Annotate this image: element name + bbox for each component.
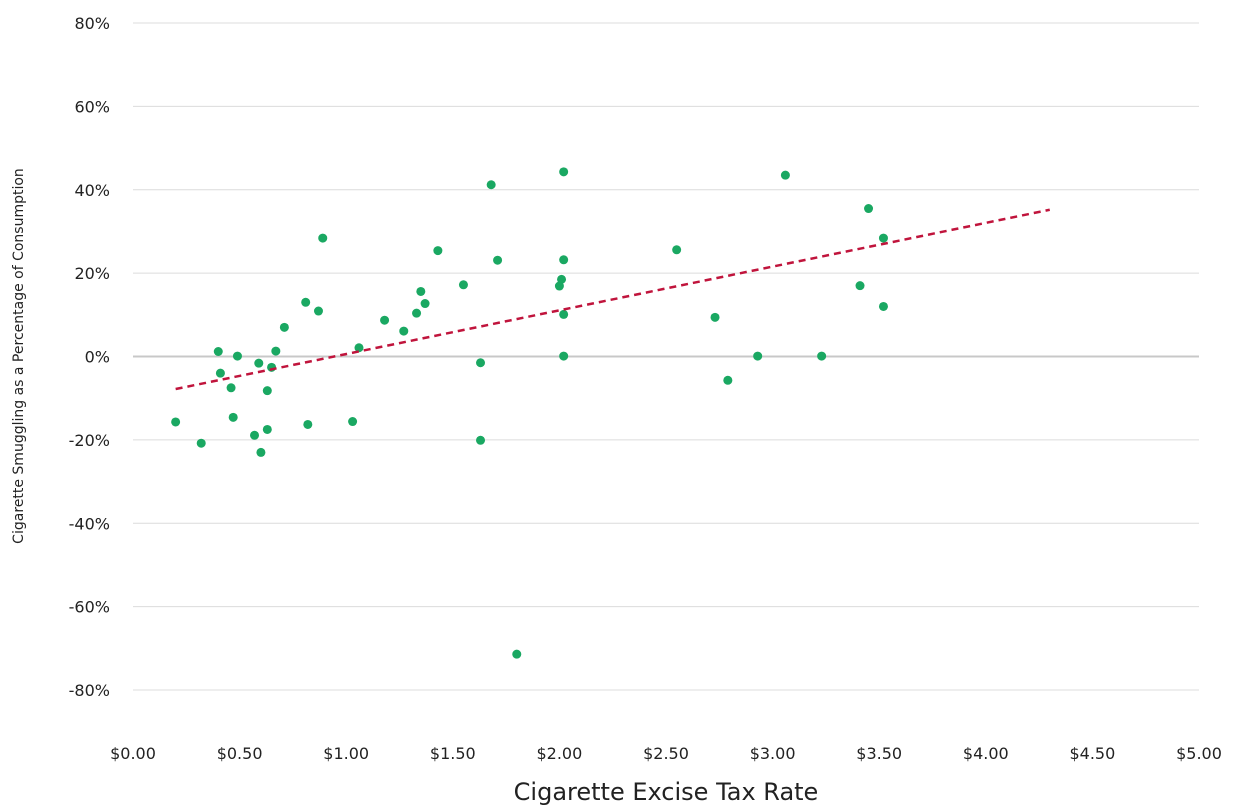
data-point (228, 412, 238, 422)
data-point (213, 346, 223, 356)
data-point (559, 255, 569, 265)
x-tick-label: $3.00 (750, 744, 796, 763)
data-point (171, 417, 181, 427)
y-tick-label: 80% (74, 14, 110, 33)
y-tick-label: -80% (69, 681, 110, 700)
data-point (433, 246, 443, 256)
data-point (723, 375, 733, 385)
data-point (486, 180, 496, 190)
data-point (196, 438, 206, 448)
x-tick-label: $4.50 (1069, 744, 1115, 763)
y-tick-label: 20% (74, 264, 110, 283)
data-point (301, 297, 311, 307)
data-point (412, 308, 422, 318)
x-tick-label: $2.50 (643, 744, 689, 763)
data-point (256, 447, 266, 457)
data-point (780, 170, 790, 180)
y-axis-tick-labels: 80% 60% 40% 20% 0% -20% -40% -60% -80% (69, 14, 110, 700)
x-axis-title: Cigarette Excise Tax Rate (514, 778, 819, 806)
x-tick-label: $0.50 (217, 744, 263, 763)
data-point (672, 245, 682, 255)
grid-lines (133, 22, 1199, 691)
data-point (512, 649, 522, 659)
x-tick-label: $2.00 (536, 744, 582, 763)
y-tick-label: -40% (69, 514, 110, 533)
data-point (271, 346, 281, 356)
data-point (215, 368, 225, 378)
data-point (226, 383, 236, 393)
x-axis-tick-labels: $0.00 $0.50 $1.00 $1.50 $2.00 $2.50 $3.00 $3.50… (110, 744, 1222, 763)
data-point (878, 301, 888, 311)
data-point (753, 351, 763, 361)
data-point (380, 315, 390, 325)
data-point (559, 351, 569, 361)
y-tick-label: -60% (69, 598, 110, 617)
data-point (557, 274, 567, 284)
y-tick-label: -20% (69, 431, 110, 450)
data-point (878, 233, 888, 243)
data-point (279, 322, 289, 332)
data-point (855, 281, 865, 291)
data-point (559, 309, 569, 319)
data-point (250, 430, 260, 440)
y-tick-label: 40% (74, 181, 110, 200)
x-tick-label: $5.00 (1176, 744, 1222, 763)
data-point (420, 299, 430, 309)
data-point (262, 424, 272, 434)
x-tick-label: $0.00 (110, 744, 156, 763)
data-point (303, 419, 313, 429)
data-point (399, 326, 409, 336)
data-point (416, 286, 426, 296)
data-point (476, 435, 486, 445)
data-point (493, 255, 503, 265)
data-point (232, 351, 242, 361)
data-point (262, 386, 272, 396)
data-point (318, 233, 328, 243)
data-point (313, 306, 323, 316)
data-point (254, 358, 264, 368)
x-tick-label: $3.50 (856, 744, 902, 763)
data-point (817, 351, 827, 361)
data-point (710, 312, 720, 322)
data-points (171, 167, 888, 659)
trendline (175, 208, 1051, 391)
y-axis-title: Cigarette Smuggling as a Percentage of C… (11, 168, 27, 544)
x-tick-label: $1.50 (430, 744, 476, 763)
data-point (458, 280, 468, 290)
data-point (476, 358, 486, 368)
y-tick-label: 60% (74, 97, 110, 116)
data-point (559, 167, 569, 177)
x-tick-label: $4.00 (963, 744, 1009, 763)
data-point (864, 204, 874, 214)
x-tick-label: $1.00 (323, 744, 369, 763)
data-point (354, 343, 364, 353)
y-tick-label: 0% (85, 348, 110, 367)
data-point (348, 417, 358, 427)
